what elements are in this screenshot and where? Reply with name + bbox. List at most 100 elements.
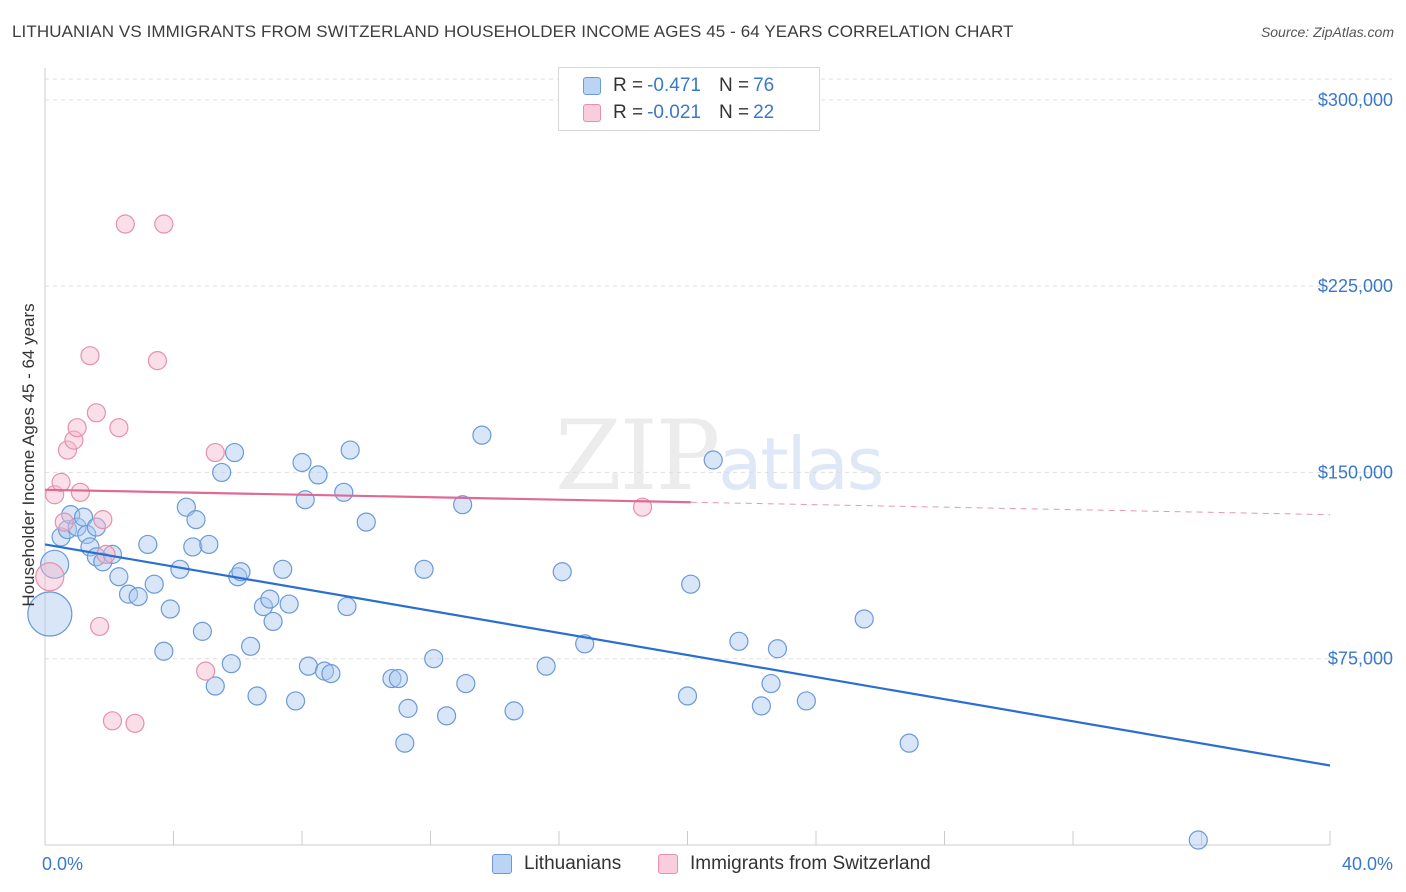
trend-lines <box>44 488 1331 767</box>
data-point-lithuanians <box>767 639 788 659</box>
data-point-lithuanians <box>77 524 97 545</box>
watermark-atlas: atlas <box>718 422 884 506</box>
data-point-lithuanians <box>340 440 360 460</box>
watermark-zip: ZIP <box>555 400 720 512</box>
data-point-immigrants <box>102 711 123 731</box>
legend-n-value: 22 <box>753 102 775 123</box>
bottom-swatch-pink <box>658 854 678 874</box>
data-point-lithuanians <box>382 668 402 689</box>
data-point-lithuanians <box>183 537 203 557</box>
data-point-immigrants <box>196 661 216 681</box>
data-point-immigrants <box>115 214 135 234</box>
y-tick-label: $150,000 <box>1318 462 1393 482</box>
bottom-legend-immigrants: Immigrants from Switzerland <box>658 852 931 876</box>
data-point-lithuanians <box>414 559 434 579</box>
data-point-lithuanians <box>40 549 70 579</box>
legend-swatch-blue <box>583 77 601 95</box>
data-point-lithuanians <box>456 673 476 694</box>
trend-line-lithuanians <box>44 543 1331 767</box>
data-point-lithuanians <box>224 442 245 463</box>
data-point-lithuanians <box>1188 830 1208 850</box>
data-point-lithuanians <box>395 733 415 753</box>
data-point-immigrants <box>35 562 65 592</box>
data-point-immigrants <box>54 512 74 532</box>
data-point-lithuanians <box>247 686 267 706</box>
data-point-lithuanians <box>337 596 357 617</box>
data-point-lithuanians <box>453 495 473 515</box>
data-point-immigrants <box>632 497 653 517</box>
stats-legend: R = -0.471 N = 76 R = -0.021 N = 22 <box>558 67 820 131</box>
data-point-lithuanians <box>86 517 107 537</box>
data-point-immigrants <box>57 440 78 460</box>
data-point-lithuanians <box>109 567 129 587</box>
data-point-lithuanians <box>308 465 328 485</box>
data-point-immigrants <box>147 351 168 371</box>
data-point-lithuanians <box>138 534 158 555</box>
data-point-lithuanians <box>677 686 698 706</box>
series-lithuanians <box>27 425 1208 850</box>
legend-n-value: 76 <box>753 75 775 96</box>
legend-r-value: -0.471 <box>647 75 701 96</box>
data-point-immigrants <box>80 346 100 366</box>
y-tick-label: $300,000 <box>1318 90 1393 110</box>
data-point-lithuanians <box>703 450 723 470</box>
y-axis-label: Householder Income Ages 45 - 64 years <box>19 303 38 606</box>
data-point-lithuanians <box>424 649 444 669</box>
data-point-lithuanians <box>67 517 87 537</box>
trend-line-extension-immigrants <box>690 501 1331 516</box>
data-point-lithuanians <box>260 589 280 609</box>
data-point-lithuanians <box>321 664 341 684</box>
data-point-immigrants <box>64 430 84 450</box>
source-label: Source: ZipAtlas.com <box>1260 24 1394 40</box>
data-point-lithuanians <box>160 599 180 619</box>
legend-n-label: N = <box>718 102 750 123</box>
data-point-lithuanians <box>899 733 919 753</box>
y-tick-label: $75,000 <box>1328 649 1393 669</box>
data-point-lithuanians <box>854 609 874 629</box>
data-point-lithuanians <box>552 562 572 582</box>
trend-line-immigrants <box>44 488 691 504</box>
legend-n-label: N = <box>718 75 750 96</box>
data-point-lithuanians <box>253 596 274 617</box>
data-point-lithuanians <box>212 462 232 483</box>
bottom-swatch-blue <box>492 854 512 874</box>
data-point-lithuanians <box>729 631 749 651</box>
legend-row-immigrants: R = -0.021 N = 22 <box>583 100 778 126</box>
data-point-immigrants <box>90 616 110 637</box>
legend-row-lithuanians: R = -0.471 N = 76 <box>583 73 778 99</box>
data-point-lithuanians <box>273 559 293 579</box>
data-point-lithuanians <box>27 591 73 637</box>
legend-r-value: -0.021 <box>647 102 701 123</box>
data-point-lithuanians <box>796 691 816 711</box>
data-point-lithuanians <box>436 706 457 726</box>
data-point-lithuanians <box>285 691 306 711</box>
data-point-lithuanians <box>241 636 261 656</box>
data-point-lithuanians <box>388 668 408 689</box>
legend-r-label: R = <box>613 75 644 96</box>
data-point-lithuanians <box>279 594 299 614</box>
data-point-lithuanians <box>761 673 781 694</box>
series-immigrants-switzerland <box>35 214 653 733</box>
data-point-lithuanians <box>334 482 354 502</box>
data-point-lithuanians <box>472 425 492 445</box>
data-point-immigrants <box>125 713 145 733</box>
data-point-lithuanians <box>292 452 312 473</box>
bottom-legend-label: Lithuanians <box>524 853 622 874</box>
data-point-lithuanians <box>398 698 418 718</box>
x-tick-label: 40.0% <box>1342 854 1393 874</box>
bottom-legend-lithuanians: Lithuanians <box>492 852 621 876</box>
data-point-lithuanians <box>575 634 595 654</box>
data-point-lithuanians <box>263 611 283 632</box>
data-point-immigrants <box>109 418 129 438</box>
data-point-lithuanians <box>681 574 701 594</box>
axes <box>44 68 1331 846</box>
data-point-lithuanians <box>356 512 376 532</box>
data-point-lithuanians <box>298 656 319 676</box>
data-point-lithuanians <box>186 510 206 530</box>
watermark: ZIPatlas <box>555 400 884 512</box>
data-point-lithuanians <box>536 656 556 676</box>
data-point-lithuanians <box>51 527 71 547</box>
data-point-immigrants <box>154 214 174 234</box>
data-point-lithuanians <box>221 654 241 674</box>
